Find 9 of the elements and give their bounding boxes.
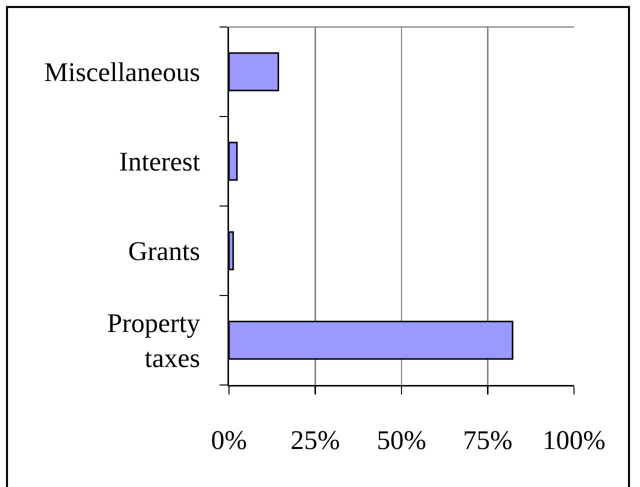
y-tick-label: Interest xyxy=(119,146,201,177)
x-tick-label: 50% xyxy=(376,424,426,455)
x-tick-label: 100% xyxy=(542,424,606,455)
y-tick-label: Grants xyxy=(128,236,200,266)
x-tick-label: 25% xyxy=(290,424,340,455)
x-tick-label: 0% xyxy=(211,424,247,455)
y-tick-label: Property taxes xyxy=(107,308,201,374)
y-tick-label: Miscellaneous xyxy=(44,57,200,88)
x-tick-label: 75% xyxy=(463,424,512,455)
